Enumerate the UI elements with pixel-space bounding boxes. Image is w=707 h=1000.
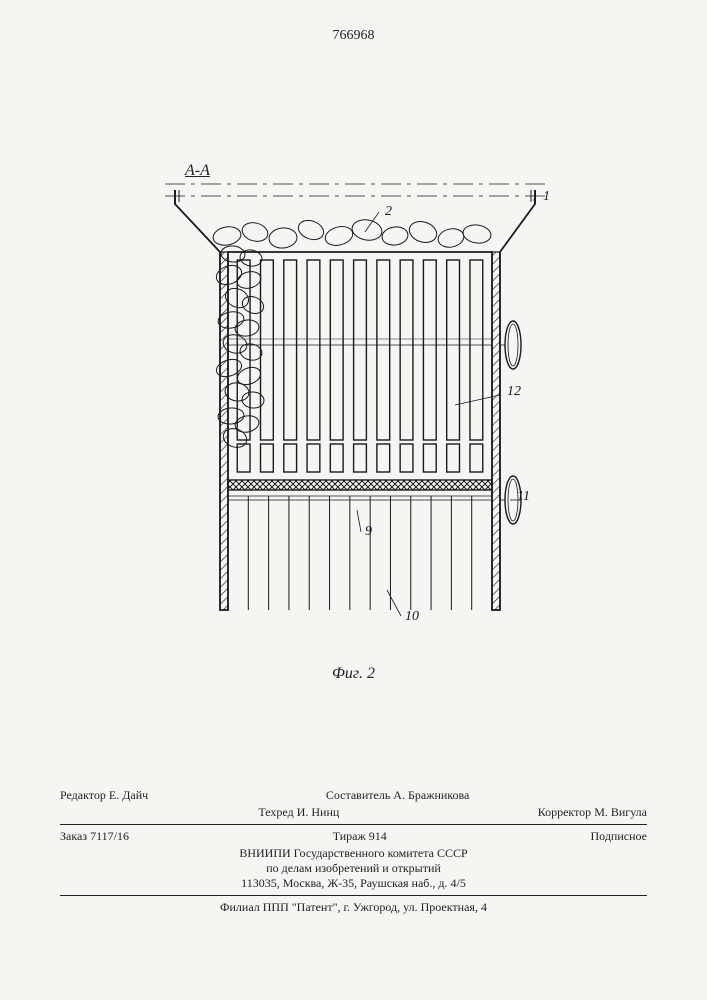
editor: Редактор Е. Дайч — [60, 788, 148, 803]
svg-text:1: 1 — [543, 189, 550, 204]
svg-text:2: 2 — [385, 204, 392, 219]
patent-page: 766968 А-А 121211910 Фиг. 2 Редактор Е. … — [0, 0, 707, 1000]
svg-text:11: 11 — [517, 489, 530, 504]
order: Заказ 7117/16 — [60, 829, 129, 844]
divider-1 — [60, 824, 647, 825]
org-line-2: по делам изобретений и открытий — [60, 861, 647, 876]
credits-row-1: Редактор Е. Дайч Составитель А. Бражнико… — [60, 788, 647, 803]
divider-2 — [60, 895, 647, 896]
svg-text:9: 9 — [365, 524, 372, 539]
figure-diagram: 121211910 — [155, 160, 555, 660]
svg-text:12: 12 — [507, 384, 521, 399]
order-row: Заказ 7117/16 Тираж 914 Подписное — [60, 829, 647, 844]
branch: Филиал ППП "Патент", г. Ужгород, ул. Про… — [60, 900, 647, 915]
techred: Техред И. Нинц — [258, 805, 339, 820]
compiler: Составитель А. Бражникова — [326, 788, 470, 803]
corrector: Корректор М. Вигула — [538, 805, 647, 820]
footer-block: Редактор Е. Дайч Составитель А. Бражнико… — [60, 786, 647, 915]
tirazh: Тираж 914 — [333, 829, 387, 844]
signed: Подписное — [591, 829, 648, 844]
address: 113035, Москва, Ж-35, Раушская наб., д. … — [60, 876, 647, 891]
org-line-1: ВНИИПИ Государственного комитета СССР — [60, 846, 647, 861]
credits-row-2: Техред И. Нинц Корректор М. Вигула — [60, 805, 647, 820]
svg-text:10: 10 — [405, 609, 419, 624]
figure-caption: Фиг. 2 — [332, 665, 375, 683]
patent-number: 766968 — [333, 28, 375, 44]
